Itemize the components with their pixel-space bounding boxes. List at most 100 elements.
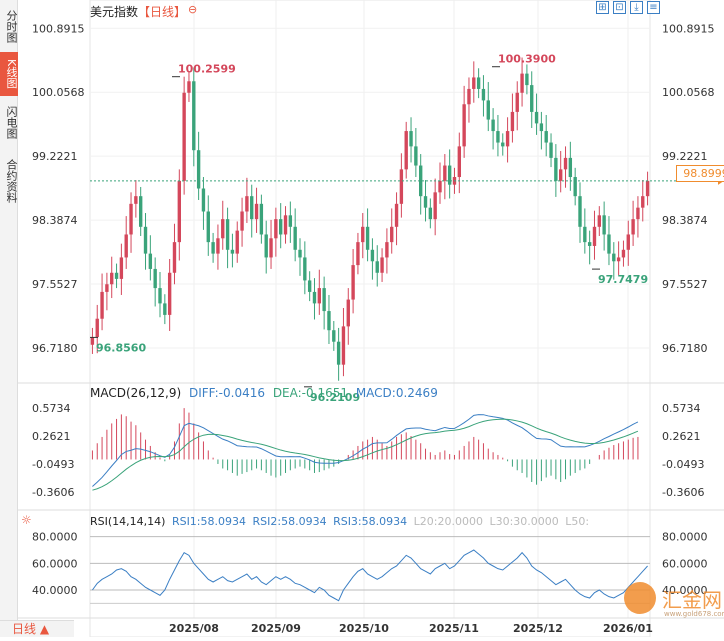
candle-body (568, 157, 573, 178)
y-tick-label-right: 97.5527 (662, 278, 708, 291)
candle-body (419, 165, 423, 197)
rsi-settings-icon[interactable]: ☼ (21, 513, 32, 527)
rsi-legend: RSI(14,14,14) RSI1:58.0934 RSI2:58.0934 … (90, 515, 589, 528)
candle-body (211, 242, 215, 254)
candle-body (423, 196, 428, 208)
tab-kline[interactable]: K线图 (0, 52, 18, 96)
candle-body (298, 249, 302, 258)
candle-body (414, 146, 418, 166)
candle-body (587, 242, 592, 246)
rsi-tick-right: 40.0000 (662, 584, 708, 597)
candle-body (592, 226, 597, 246)
extreme-value-label: 100.3900 (498, 53, 556, 66)
candle-body (505, 131, 510, 147)
x-tick-label: 2025/08 (169, 622, 219, 635)
candle-body (177, 180, 181, 243)
candle-body (245, 196, 249, 212)
candle-body (491, 119, 495, 132)
candle-body (221, 219, 225, 239)
candle-body (303, 257, 307, 281)
y-tick-label-right: 100.8915 (662, 22, 715, 35)
candle-body (264, 234, 268, 258)
candle-body (510, 111, 515, 132)
candle-body (549, 142, 553, 158)
candle-body (515, 92, 519, 112)
candle-body (283, 215, 288, 235)
candle-body (578, 196, 582, 227)
candle-body (496, 131, 500, 143)
rsi2-value: RSI2:58.0934 (252, 515, 327, 528)
y-tick-label-left: 100.8915 (32, 22, 85, 35)
candle-body (486, 100, 490, 120)
watermark: 汇金网 www.gold678.com (616, 578, 724, 624)
candle-body (336, 341, 341, 365)
download-icon[interactable]: ⤓ (630, 1, 643, 14)
candle-body (380, 257, 384, 273)
candle-body (187, 81, 191, 93)
tab-contract-info[interactable]: 合约资料 (5, 159, 18, 203)
candle-body (573, 177, 577, 197)
macd-diff-value: DIFF:-0.0416 (188, 386, 265, 400)
candle-body (206, 211, 210, 243)
candle-body (394, 203, 399, 227)
candle-body (390, 226, 394, 243)
bottom-period-button[interactable]: 日线 ▲ (0, 620, 74, 637)
candle-body (621, 249, 626, 258)
candle-body (201, 188, 206, 212)
candle-body (312, 291, 317, 304)
candle-body (143, 226, 148, 254)
candle-body (119, 257, 124, 279)
fullscreen-icon[interactable]: ⊞ (596, 1, 609, 14)
candle-body (351, 265, 355, 300)
rsi1-value: RSI1:58.0934 (171, 515, 246, 528)
x-tick-label: 2025/09 (251, 622, 301, 635)
period-label[interactable]: 【日线】 (138, 5, 187, 19)
tab-flash[interactable]: 闪电图 (5, 105, 18, 139)
candle-body (254, 203, 259, 220)
candle-body (361, 226, 365, 243)
y-tick-label-left: 99.2221 (32, 150, 78, 163)
extreme-value-label: 97.7479 (598, 273, 648, 286)
candle-body (250, 196, 254, 220)
expand-icon[interactable]: ⊡ (613, 1, 626, 14)
rsi-line (92, 549, 648, 602)
candle-body (110, 272, 114, 285)
tab-timeshare[interactable]: 分时图 (5, 9, 18, 43)
macd-tick-left: 0.2621 (32, 430, 71, 443)
candle-body (607, 234, 611, 254)
menu-icon[interactable]: ≡ (647, 1, 660, 14)
rsi-title: RSI(14,14,14) (90, 515, 166, 528)
current-price-tag: 98.8999 (676, 165, 724, 182)
candle-body (399, 169, 404, 204)
candle-body (192, 81, 196, 151)
macd-tick-left: 0.5734 (32, 402, 71, 415)
candle-body (114, 272, 119, 279)
y-tick-label-right: 98.3874 (662, 214, 708, 227)
candle-body (563, 157, 568, 170)
candle-body (481, 88, 486, 101)
macd-dea-value: DEA:-0.1651 (272, 386, 348, 400)
watermark-text: 汇金网 (662, 588, 722, 612)
candle-body (307, 280, 312, 292)
candle-body (95, 318, 99, 338)
candle-body (462, 104, 466, 147)
candle-body (172, 242, 177, 273)
candle-body (476, 77, 481, 89)
y-tick-label-right: 99.2221 (662, 150, 708, 163)
candle-body (134, 196, 138, 204)
extreme-value-label: 96.2109 (310, 391, 360, 404)
candle-body (105, 284, 109, 292)
rsi-tick-right: 60.0000 (662, 557, 708, 570)
candle-body (163, 303, 167, 315)
zoom-circle-icon[interactable]: ⊖ (188, 3, 198, 16)
candle-body (148, 253, 153, 269)
candle-body (240, 211, 244, 231)
candle-body (520, 73, 524, 93)
candle-body (554, 157, 558, 181)
candle-body (124, 234, 128, 258)
candle-body (501, 142, 505, 147)
candle-body (167, 272, 172, 315)
rsi-tick-left: 40.0000 (32, 584, 78, 597)
candle-body (274, 219, 278, 239)
candle-body (293, 226, 297, 250)
